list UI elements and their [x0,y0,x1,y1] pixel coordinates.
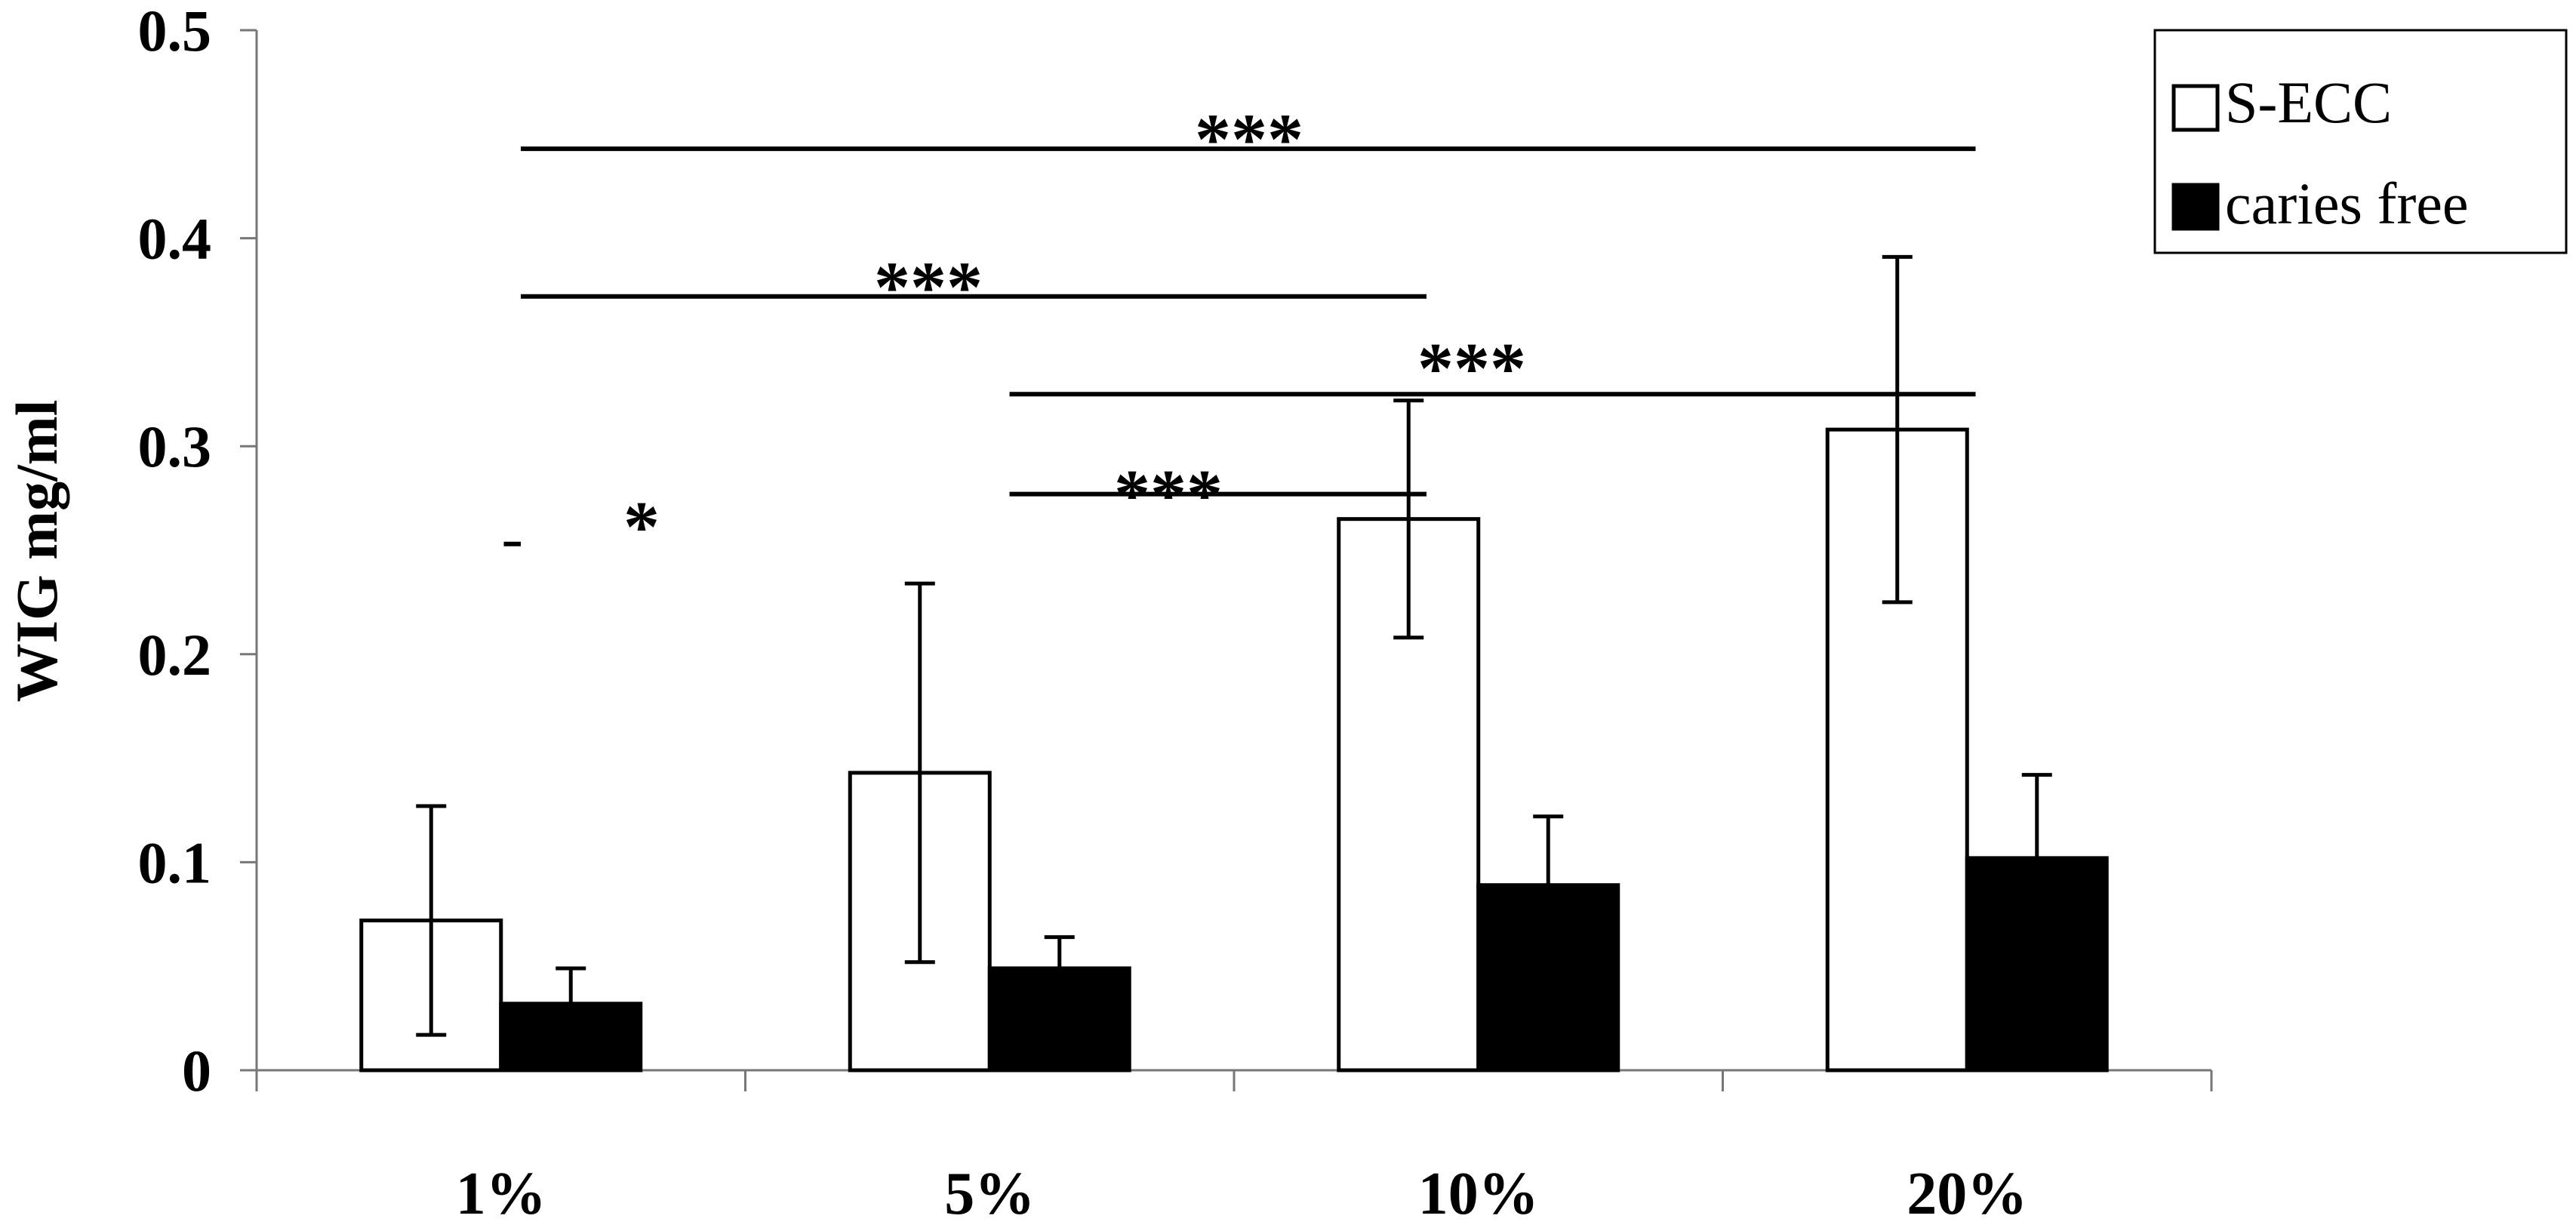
x-tick-label: 20% [1907,1161,2027,1227]
legend-swatch-s-ecc [2171,84,2220,132]
y-axis-title: WIG mg/ml [4,400,69,703]
y-tick-label: 0.4 [138,206,212,272]
y-tick-label: 0.3 [138,414,212,479]
significance-label: * [623,487,660,568]
x-tick-label: 1% [456,1161,546,1227]
significance-annotations: ************* [503,99,1976,568]
bars [359,254,2109,1073]
legend-label-s-ecc: S-ECC [2225,69,2392,135]
legend-box [2153,29,2568,254]
significance-label: *** [1114,455,1223,536]
y-tick-label: 0.1 [138,829,212,895]
x-tick-label: 5% [944,1161,1035,1227]
legend-label-caries-free: caries free [2225,171,2469,236]
significance-label: *** [1417,328,1526,408]
significance-label: *** [1195,99,1303,180]
legend: S-ECC caries free [2153,29,2568,254]
legend-swatch-caries-free [2171,183,2220,231]
y-tick-label: 0.5 [138,0,212,63]
y-tick-label: 0.2 [138,622,212,688]
axes: 0 0.1 0.2 0.3 0.4 0.5 1% 5% 10% 20% [138,0,2213,1227]
significance-label: *** [874,247,983,328]
y-tick-label: 0 [182,1038,211,1103]
x-tick-label: 10% [1418,1161,1539,1227]
